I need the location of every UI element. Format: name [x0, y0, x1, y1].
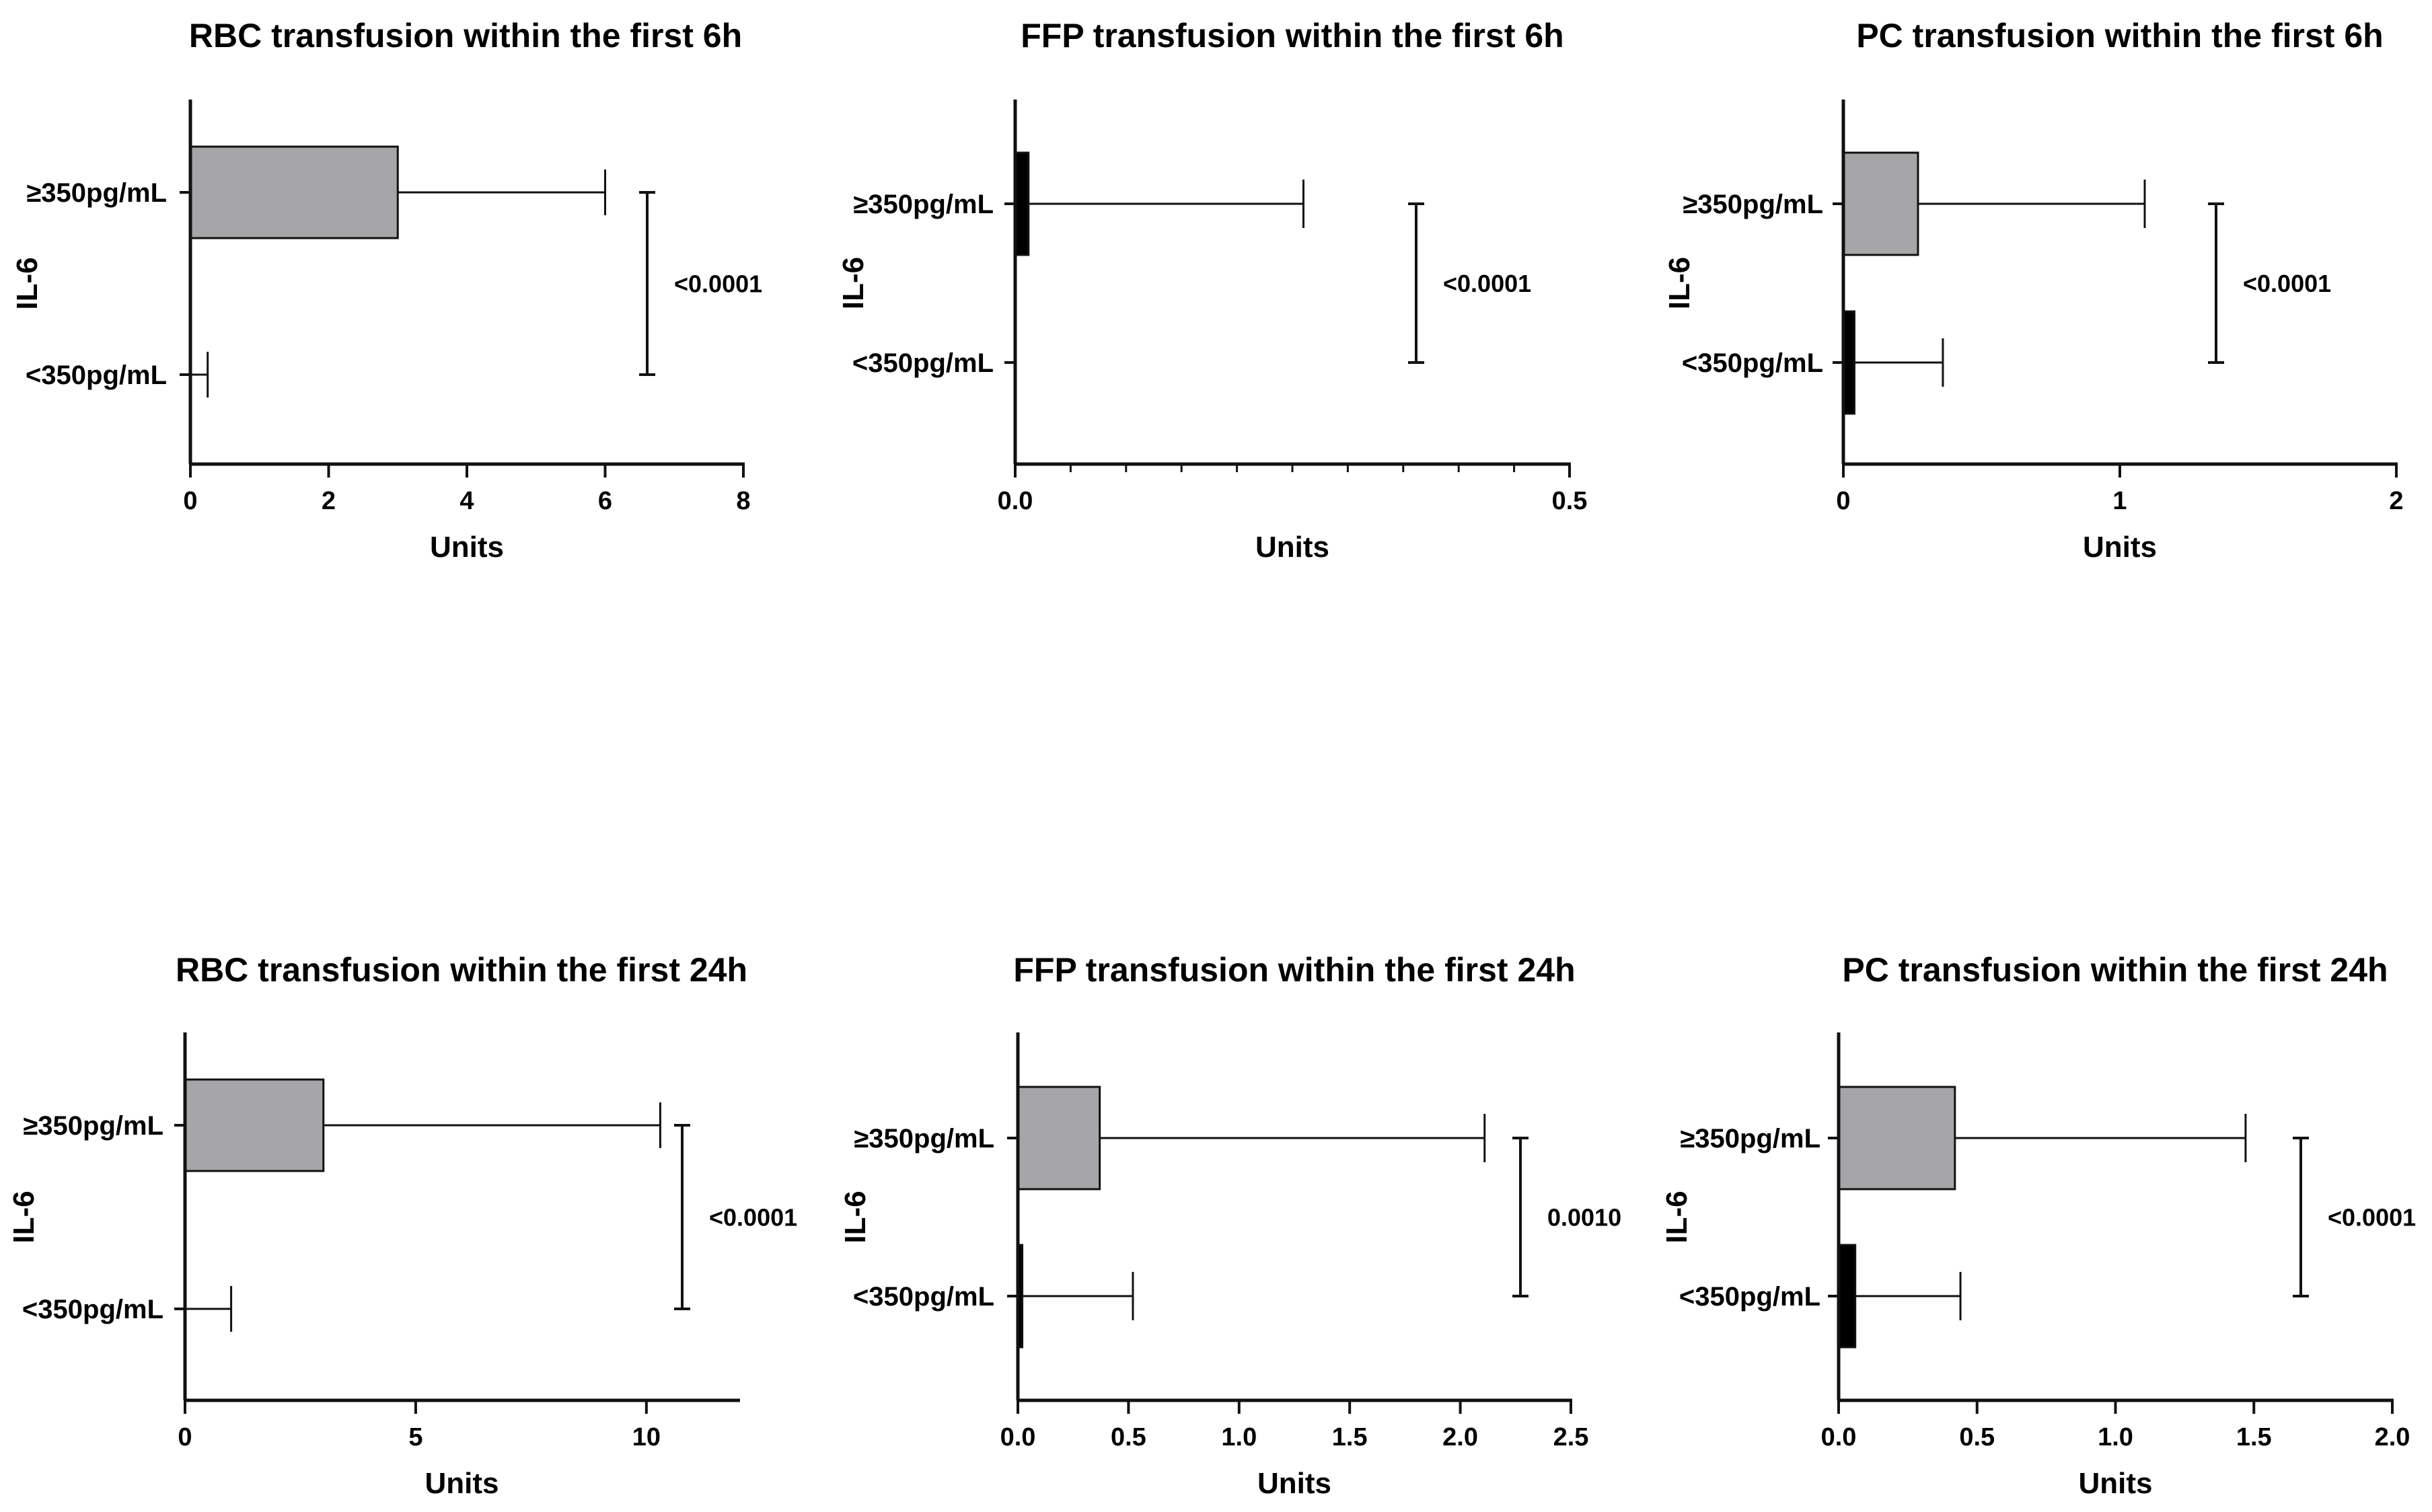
y-axis-label: IL-6 — [11, 257, 44, 309]
x-tick-label: 2 — [322, 487, 336, 515]
x-tick-label: 2.0 — [1442, 1423, 1478, 1451]
bar — [1837, 1086, 1956, 1190]
y-axis-label: IL-6 — [7, 1190, 40, 1243]
x-axis-label: Units — [1257, 1467, 1331, 1500]
x-tick-label: 2 — [2389, 487, 2403, 515]
category-label: ≥350pg/mL — [1683, 190, 1823, 219]
p-value-label: <0.0001 — [2243, 270, 2331, 297]
chart-title: RBC transfusion within the first 24h — [176, 951, 747, 989]
x-tick-label: 10 — [632, 1423, 661, 1451]
category-label: <350pg/mL — [26, 361, 167, 390]
x-tick-label: 8 — [736, 487, 750, 515]
x-tick-label: 0.5 — [1552, 487, 1588, 515]
chart-title: FFP transfusion within the first 24h — [1013, 951, 1575, 989]
category-label: ≥350pg/mL — [26, 178, 167, 208]
chart-title: FFP transfusion within the first 6h — [1021, 17, 1563, 54]
category-label: <350pg/mL — [1682, 348, 1823, 378]
chart-panel: RBC transfusion within the first 24h ≥350… — [7, 951, 797, 1500]
x-tick-label: 1.5 — [1332, 1423, 1368, 1451]
x-tick-label: 1.5 — [2236, 1423, 2272, 1451]
x-tick-label: 1 — [2112, 487, 2127, 515]
p-value-label: <0.0001 — [709, 1204, 797, 1232]
x-tick-label: 0.0 — [1821, 1423, 1857, 1451]
x-tick-label: 0 — [1836, 487, 1850, 515]
bar — [1017, 1086, 1101, 1190]
category-label: ≥350pg/mL — [1680, 1124, 1820, 1154]
x-tick-label: 5 — [408, 1423, 422, 1451]
x-axis-label: Units — [425, 1467, 499, 1500]
chart-title: RBC transfusion within the first 6h — [189, 17, 742, 54]
category-label: <350pg/mL — [22, 1295, 163, 1324]
chart-panel: PC transfusion within the first 24h ≥350p… — [1660, 951, 2416, 1500]
x-axis-label: Units — [430, 531, 504, 564]
y-axis-label: IL-6 — [1660, 1190, 1693, 1243]
category-label: <350pg/mL — [1679, 1282, 1820, 1312]
bar — [184, 1078, 325, 1172]
x-tick-label: 6 — [598, 487, 612, 515]
x-tick-label: 0 — [183, 487, 197, 515]
chart-title: PC transfusion within the first 6h — [1856, 17, 2383, 54]
category-label: ≥350pg/mL — [853, 190, 994, 219]
chart-panel: RBC transfusion within the first 6h ≥350p… — [11, 17, 762, 564]
x-tick-label: 0.5 — [1111, 1423, 1146, 1451]
p-value-label: <0.0001 — [674, 270, 762, 298]
x-tick-label: 4 — [459, 487, 474, 515]
x-tick-label: 1.0 — [1221, 1423, 1257, 1451]
bar — [1837, 1244, 1857, 1349]
x-axis-label: Units — [2079, 1467, 2153, 1500]
x-tick-label: 0.5 — [1959, 1423, 1995, 1451]
p-value-label: <0.0001 — [1443, 270, 1531, 297]
bar — [189, 145, 399, 239]
bar — [1014, 151, 1030, 256]
x-tick-label: 0.0 — [998, 487, 1033, 515]
y-axis-label: IL-6 — [1663, 257, 1696, 309]
category-label: ≥350pg/mL — [23, 1111, 163, 1141]
x-tick-label: 2.5 — [1553, 1423, 1589, 1451]
x-axis-label: Units — [1255, 531, 1329, 564]
chart-panel: PC transfusion within the first 6h ≥350pg… — [1663, 17, 2404, 564]
chart-panel: FFP transfusion within the first 24h ≥350… — [839, 951, 1621, 1500]
chart-title: PC transfusion within the first 24h — [1842, 951, 2388, 989]
x-tick-label: 0 — [178, 1423, 192, 1451]
y-axis-label: IL-6 — [839, 1190, 872, 1243]
chart-panel: FFP transfusion within the first 6h ≥350p… — [837, 17, 1587, 564]
x-tick-label: 2.0 — [2375, 1423, 2410, 1451]
category-label: ≥350pg/mL — [854, 1124, 994, 1154]
p-value-label: <0.0001 — [2328, 1204, 2416, 1232]
p-value-label: 0.0010 — [1547, 1204, 1621, 1232]
y-axis-label: IL-6 — [837, 257, 870, 309]
bar — [1842, 151, 1919, 256]
x-tick-label: 1.0 — [2098, 1423, 2133, 1451]
category-label: <350pg/mL — [853, 1282, 994, 1312]
x-axis-label: Units — [2083, 531, 2157, 564]
category-label: <350pg/mL — [852, 348, 994, 378]
x-tick-label: 0.0 — [1000, 1423, 1036, 1451]
